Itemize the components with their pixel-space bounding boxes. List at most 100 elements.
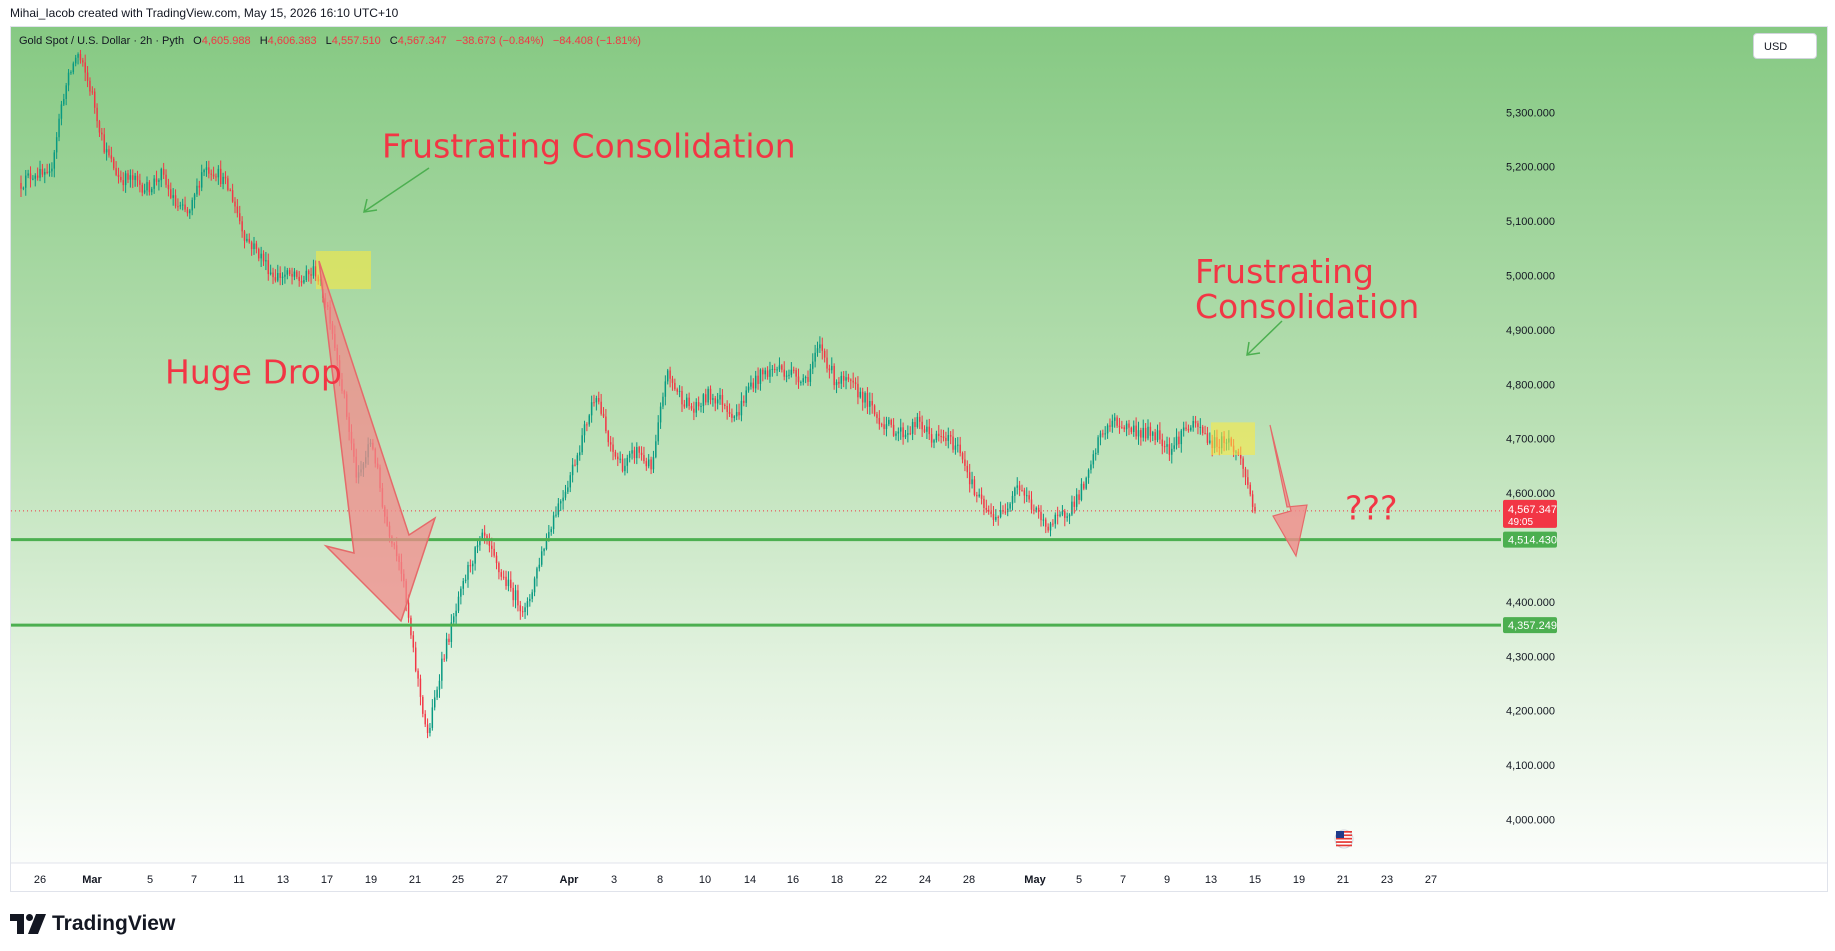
candle-body (117, 174, 120, 177)
candle-body (524, 607, 526, 613)
price-tick-label: 5,200.000 (1506, 162, 1555, 174)
candle-body (740, 400, 743, 416)
candle-body (923, 429, 926, 432)
symbol-legend: Gold Spot / U.S. Dollar · 2h · Pyth O4,6… (19, 35, 647, 47)
candle-body (1206, 433, 1209, 443)
candle-body (999, 510, 1002, 518)
candle-body (1028, 495, 1030, 500)
time-tick-label: 21 (1337, 874, 1349, 886)
candle-body (626, 457, 629, 466)
candle-body (567, 487, 569, 492)
candle-body (426, 724, 429, 734)
candle-body (296, 271, 298, 277)
candle-body (424, 713, 426, 725)
candle-body (419, 678, 422, 697)
candle-body (32, 178, 34, 180)
candle-body (179, 205, 182, 207)
candle-body (1014, 487, 1016, 496)
candle-body (911, 421, 914, 434)
candle-body (155, 178, 158, 182)
candle-body (191, 199, 193, 211)
candle-body (1113, 417, 1116, 421)
candle-body (517, 590, 519, 606)
candle-body (417, 670, 419, 679)
change-value: −38.673 (−0.84%) (455, 35, 544, 47)
candle-body (773, 368, 776, 370)
candle-body (429, 727, 431, 734)
candle-body (103, 134, 105, 153)
candle-body (505, 576, 507, 587)
candle-body (512, 587, 514, 601)
candle-body (70, 72, 72, 74)
candle-body (143, 190, 146, 193)
candle-body (234, 201, 236, 207)
candle-body (134, 175, 136, 180)
high-value: 4,606.383 (267, 35, 317, 47)
candle-body (1163, 446, 1166, 448)
candle-body (464, 579, 467, 581)
currency-button[interactable]: USD (1753, 33, 1817, 59)
candle-body (227, 178, 229, 190)
candle-body (852, 380, 854, 383)
candle-body (569, 475, 571, 488)
candle-body (41, 168, 44, 175)
candle-body (690, 406, 693, 409)
candle-body (949, 435, 952, 437)
candle-body (804, 377, 807, 379)
candle-body (669, 370, 671, 379)
candle-body (277, 272, 279, 281)
candle-body (1187, 429, 1190, 431)
candle-body (590, 402, 593, 416)
candle-body (973, 479, 976, 495)
time-tick-label: 25 (452, 874, 464, 886)
candle-body (300, 280, 303, 283)
close-value: 4,567.347 (397, 35, 447, 47)
candle-body (174, 195, 177, 207)
time-tick-label: 11 (233, 874, 244, 886)
time-tick-label: 7 (191, 874, 197, 886)
price-tick-label: 4,200.000 (1506, 706, 1555, 718)
candle-body (531, 592, 533, 599)
candle-body (1204, 433, 1206, 435)
candle-body (947, 435, 950, 441)
candle-body (1047, 526, 1049, 531)
candle-body (928, 426, 930, 435)
candle-body (1147, 426, 1149, 439)
candle-body (935, 433, 938, 441)
us-flag-icon (1334, 829, 1354, 849)
candle-body (186, 209, 189, 214)
candle-body (861, 391, 864, 403)
time-tick-label: 7 (1120, 874, 1126, 886)
symbol-name: Gold Spot / U.S. Dollar · 2h · Pyth (19, 35, 185, 47)
candle-body (474, 547, 476, 564)
huge-drop-arrow (318, 260, 437, 623)
candle-body (676, 389, 678, 392)
chart-area[interactable]: Frustrating Consolidation Frustrating Cons… (10, 26, 1828, 892)
candle-body (177, 206, 179, 208)
candle-body (488, 538, 491, 546)
candle-body (433, 697, 436, 708)
candle-body (895, 433, 897, 436)
time-tick-label: 23 (1381, 874, 1393, 886)
candle-body (992, 514, 995, 520)
candle-body (1178, 436, 1180, 445)
candle-body (510, 579, 512, 588)
pointer-arrow-1-head (363, 198, 378, 213)
candle-body (284, 274, 286, 277)
tradingview-logo[interactable]: TradingView (10, 912, 175, 936)
candle-body (231, 190, 234, 202)
candle-body (850, 379, 852, 381)
candle-body (595, 397, 598, 403)
time-tick-label: 15 (1249, 874, 1261, 886)
support-level-label: 4,514.430 (1508, 535, 1557, 547)
candle-body (961, 453, 964, 460)
candle-body (752, 382, 755, 389)
time-tick-label: 13 (277, 874, 289, 886)
candle-body (621, 458, 624, 472)
candle-body (1185, 427, 1187, 430)
candle-body (79, 54, 82, 61)
candle-body (617, 456, 619, 460)
candle-body (27, 173, 29, 176)
chart-background (11, 27, 1827, 891)
